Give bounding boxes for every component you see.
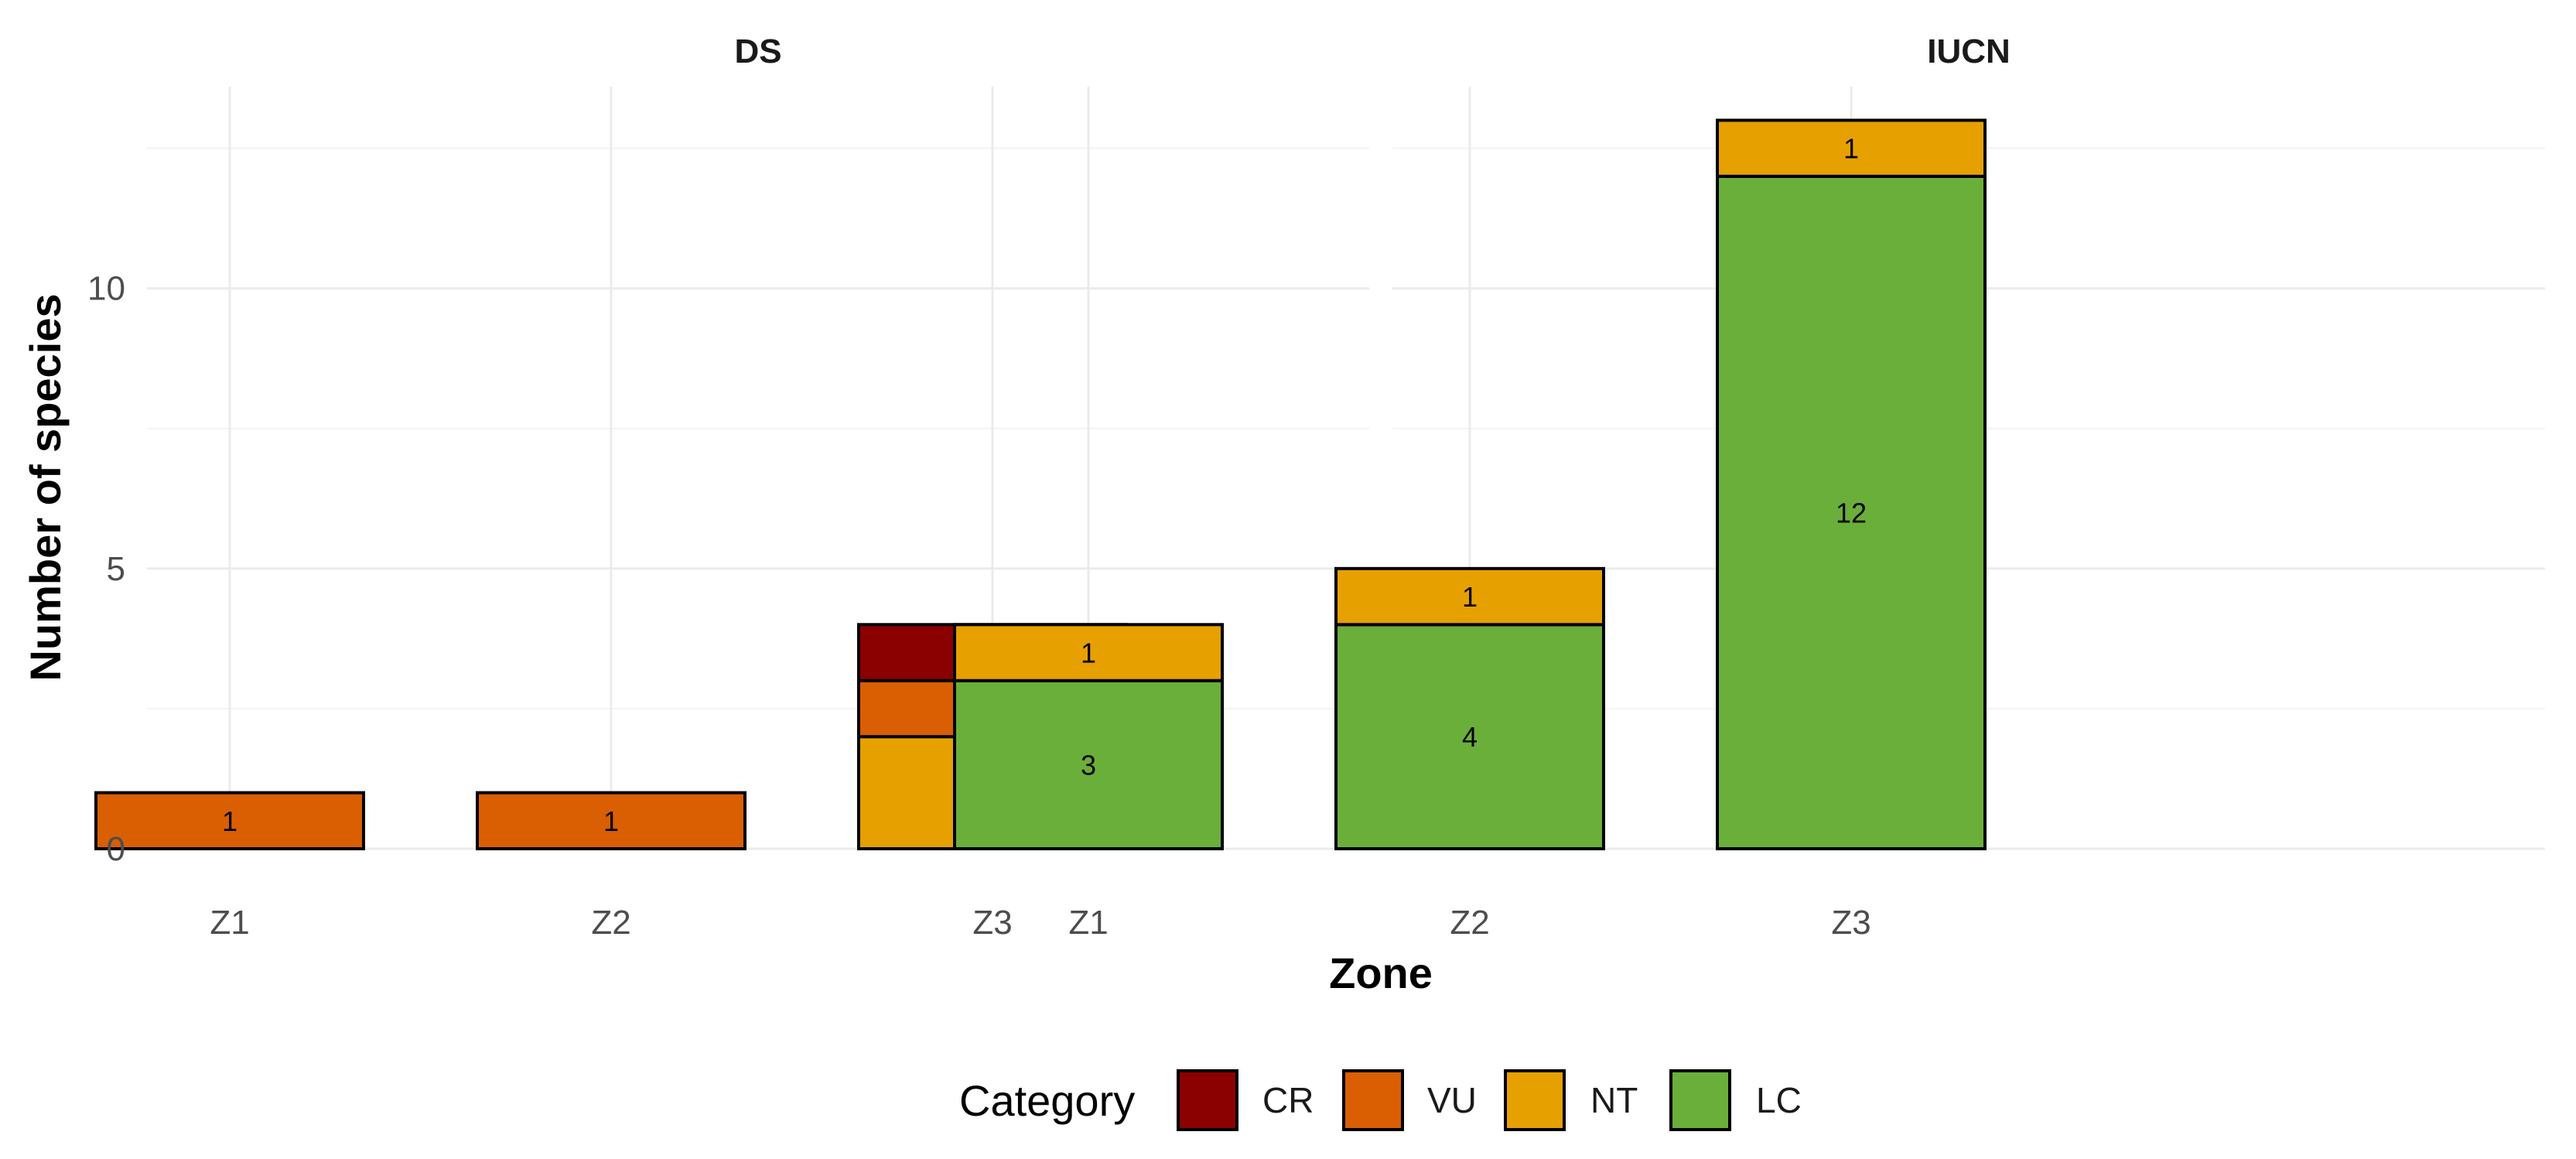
legend-label-cr: CR (1262, 1080, 1314, 1120)
bar-segment-iucn-z3-nt (1716, 118, 1987, 178)
bar-segment-iucn-z1-nt (953, 623, 1224, 682)
legend-label-nt: NT (1590, 1080, 1638, 1120)
y-axis-title: Number of species (21, 293, 70, 681)
x-tick-label: Z2 (1450, 904, 1489, 942)
data-label: 4 (1462, 721, 1478, 753)
legend-key-lc (1669, 1069, 1731, 1131)
y-tick-label: 5 (107, 550, 125, 588)
legend-label-vu: VU (1427, 1080, 1477, 1120)
y-tick-label: 10 (87, 270, 125, 308)
bar-segment-ds-z1-vu (94, 791, 365, 850)
x-tick-label: Z3 (1831, 904, 1871, 942)
bar-segment-iucn-z2-nt (1334, 566, 1605, 627)
data-label: 1 (222, 805, 237, 837)
bar-segment-iucn-z1-lc (953, 679, 1224, 850)
data-label: 1 (603, 805, 619, 837)
legend-label-lc: LC (1756, 1080, 1802, 1120)
facet-title: DS (734, 32, 781, 70)
x-axis-title: Zone (1329, 949, 1433, 997)
legend-key-vu (1342, 1069, 1404, 1131)
x-tick-label: Z1 (210, 904, 249, 942)
data-label: 1 (1462, 581, 1478, 613)
x-tick-label: Z3 (972, 904, 1012, 942)
legend-title: Category (959, 1076, 1135, 1125)
bar-segment-iucn-z2-lc (1334, 623, 1605, 850)
data-label: 3 (1081, 749, 1096, 781)
legend-key-nt (1504, 1069, 1566, 1131)
facet-title: IUCN (1927, 32, 2011, 70)
data-label: 1 (1843, 133, 1859, 165)
bar-segment-ds-z2-vu (476, 791, 746, 850)
legend-key-cr (1177, 1069, 1238, 1131)
y-tick-label: 0 (107, 830, 125, 868)
data-label: 1 (1081, 638, 1096, 669)
x-tick-label: Z2 (591, 904, 630, 942)
bar-segment-iucn-z3-lc (1716, 174, 1987, 851)
data-label: 12 (1836, 497, 1867, 528)
x-tick-label: Z1 (1068, 904, 1108, 942)
